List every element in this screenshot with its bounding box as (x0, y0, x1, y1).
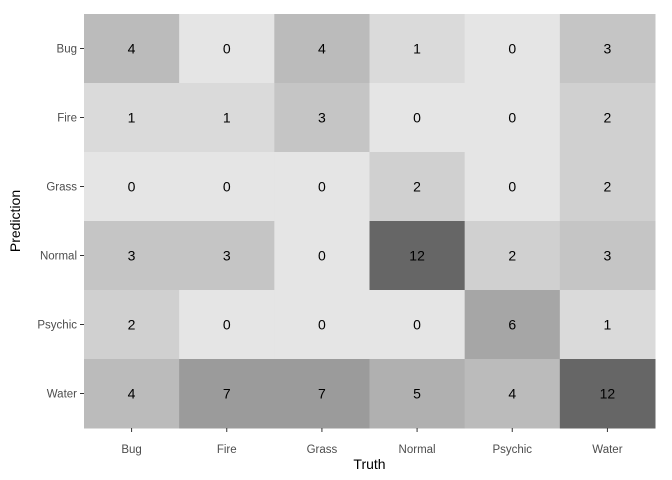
y-axis-title: Prediction (7, 190, 23, 252)
cell-value-label: 4 (508, 386, 516, 402)
cell-value-label: 1 (223, 110, 231, 126)
cell-value-label: 3 (604, 248, 612, 264)
heatmap-cell (179, 152, 275, 222)
heatmap-cell (84, 83, 180, 153)
heatmap-cells (84, 14, 656, 429)
heatmap-cell (464, 359, 561, 429)
heatmap-cell (464, 83, 561, 153)
cell-value-label: 0 (413, 110, 421, 126)
y-tick-label: Psychic (37, 320, 77, 332)
y-tick-label: Normal (40, 251, 77, 263)
heatmap-cell (179, 83, 275, 153)
cell-value-label: 3 (318, 110, 326, 126)
cell-value-label: 0 (508, 110, 516, 126)
heatmap-cell (84, 221, 180, 291)
heatmap-cell (274, 359, 370, 429)
heatmap-cell (84, 14, 180, 84)
cell-value-label: 0 (223, 41, 231, 57)
heatmap-cell-labels: 4 0 4 1 0 3 1 1 3 0 0 2 0 0 0 2 0 2 3 3 0 12 2 3 2 0 0 0 6 1 4 7 7 5 4 12 (128, 41, 616, 402)
cell-value-label: 4 (318, 41, 326, 57)
cell-value-label: 2 (604, 179, 612, 195)
cell-value-label: 0 (318, 248, 326, 264)
heatmap-cell (369, 14, 466, 84)
cell-value-label: 3 (604, 41, 612, 57)
cell-value-label: 7 (318, 386, 326, 402)
cell-value-label: 0 (128, 179, 136, 195)
cell-value-label: 0 (508, 179, 516, 195)
cell-value-label: 1 (604, 317, 612, 333)
heatmap-cell (179, 14, 275, 84)
heatmap-cell (369, 290, 466, 360)
heatmap-cell (179, 359, 275, 429)
cell-value-label: 0 (318, 317, 326, 333)
heatmap-cell (369, 83, 466, 153)
heatmap-cell (274, 14, 370, 84)
y-axis: Bug Fire Grass Normal Psychic Water (37, 44, 84, 401)
heatmap-cell (274, 221, 370, 291)
cell-value-label: 4 (128, 41, 136, 57)
heatmap-cell (179, 290, 275, 360)
cell-value-label: 0 (318, 179, 326, 195)
cell-value-label: 2 (508, 248, 516, 264)
cell-value-label: 4 (128, 386, 136, 402)
cell-value-label: 12 (600, 386, 616, 402)
cell-value-label: 2 (128, 317, 136, 333)
heatmap-cell (464, 221, 561, 291)
heatmap-cell (274, 152, 370, 222)
x-tick-label: Water (592, 444, 622, 456)
y-tick-label: Fire (57, 113, 77, 125)
heatmap-cell (559, 359, 656, 429)
cell-value-label: 0 (223, 317, 231, 333)
cell-value-label: 2 (604, 110, 612, 126)
heatmap-cell (464, 290, 561, 360)
cell-value-label: 0 (508, 41, 516, 57)
heatmap-cell (274, 83, 370, 153)
cell-value-label: 6 (508, 317, 516, 333)
cell-value-label: 3 (128, 248, 136, 264)
cell-value-label: 0 (223, 179, 231, 195)
heatmap-cell (559, 14, 656, 84)
x-axis: Bug Fire Grass Normal Psychic Water (121, 428, 623, 456)
heatmap-cell (464, 14, 561, 84)
heatmap-cell (559, 83, 656, 153)
x-tick-label: Fire (217, 444, 237, 456)
heatmap-cell (369, 359, 466, 429)
heatmap-cell (179, 221, 275, 291)
heatmap-cell (369, 221, 466, 291)
y-tick-label: Water (47, 389, 77, 401)
heatmap-cell (84, 290, 180, 360)
cell-value-label: 3 (223, 248, 231, 264)
heatmap-cell (84, 152, 180, 222)
cell-value-label: 2 (413, 179, 421, 195)
heatmap-cell (559, 221, 656, 291)
y-tick-label: Grass (46, 182, 77, 194)
heatmap-cell (84, 359, 180, 429)
heatmap-cell (559, 290, 656, 360)
cell-value-label: 1 (128, 110, 136, 126)
cell-value-label: 1 (413, 41, 421, 57)
cell-value-label: 0 (413, 317, 421, 333)
heatmap-cell (274, 290, 370, 360)
cell-value-label: 12 (409, 248, 425, 264)
x-tick-label: Normal (399, 444, 436, 456)
x-tick-label: Bug (121, 444, 141, 456)
heatmap-cell (369, 152, 466, 222)
heatmap-cell (559, 152, 656, 222)
x-axis-title: Truth (353, 456, 385, 472)
x-tick-label: Grass (307, 444, 338, 456)
cell-value-label: 5 (413, 386, 421, 402)
x-tick-label: Psychic (492, 444, 532, 456)
heatmap-cell (464, 152, 561, 222)
y-tick-label: Bug (57, 44, 77, 56)
cell-value-label: 7 (223, 386, 231, 402)
